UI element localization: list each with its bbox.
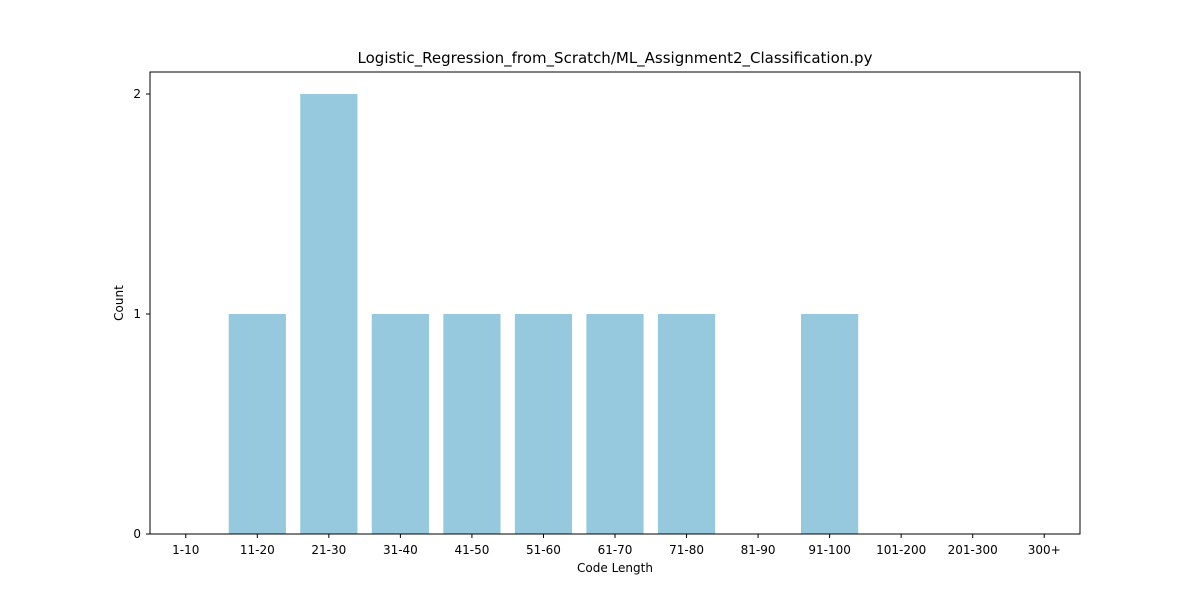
chart-title: Logistic_Regression_from_Scratch/ML_Assi… xyxy=(358,49,873,68)
bar-71-80 xyxy=(657,314,716,534)
x-tick-label: 21-30 xyxy=(311,543,346,557)
x-tick-label: 101-200 xyxy=(876,543,926,557)
x-tick-label: 51-60 xyxy=(526,543,561,557)
y-tick-label: 1 xyxy=(133,307,141,321)
x-tick-label: 61-70 xyxy=(598,543,633,557)
bar-21-30 xyxy=(300,94,358,534)
bar-11-20 xyxy=(228,314,286,534)
bar-51-60 xyxy=(514,314,573,534)
x-axis-ticks: 1-10 11-20 21-30 31-40 41-50 51-60 61-70 71-80 8… xyxy=(172,534,1061,557)
x-tick-label: 11-20 xyxy=(240,543,275,557)
y-axis-ticks: 0 1 2 xyxy=(133,87,150,541)
bars-group xyxy=(228,94,859,534)
plot-area-frame xyxy=(149,71,1081,535)
bar-61-70 xyxy=(586,314,644,534)
y-tick-label: 2 xyxy=(133,87,141,101)
x-tick-label: 300+ xyxy=(1028,543,1061,557)
bar-31-40 xyxy=(371,314,429,534)
y-axis-label: Count xyxy=(112,285,126,321)
x-tick-label: 71-80 xyxy=(669,543,704,557)
x-tick-label: 41-50 xyxy=(454,543,489,557)
x-tick-label: 91-100 xyxy=(808,543,851,557)
x-tick-label: 31-40 xyxy=(383,543,418,557)
x-tick-label: 81-90 xyxy=(741,543,776,557)
x-tick-label: 1-10 xyxy=(172,543,199,557)
bar-91-100 xyxy=(801,314,859,534)
x-tick-label: 201-300 xyxy=(948,543,998,557)
y-tick-label: 0 xyxy=(133,527,141,541)
bar-41-50 xyxy=(443,314,501,534)
x-axis-label: Code Length xyxy=(577,561,653,575)
